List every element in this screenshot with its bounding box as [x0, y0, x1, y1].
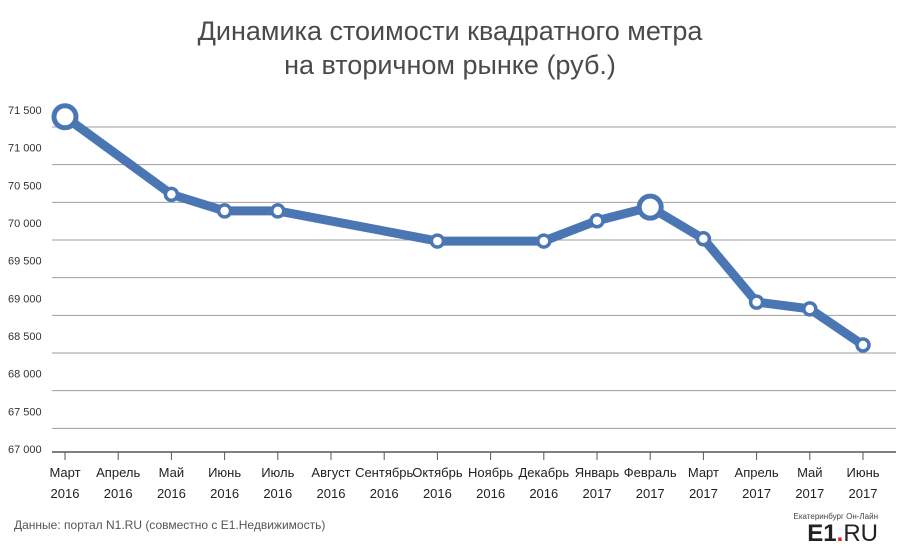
data-point [270, 203, 286, 219]
x-tick-label-month: Октябрь [412, 465, 463, 480]
chart-title-line-1: Динамика стоимости квадратного метра [197, 16, 703, 46]
data-point [748, 294, 765, 310]
data-point [589, 212, 605, 229]
x-tick-label-month: Июнь [846, 465, 879, 480]
x-tick-label-month: Декабрь [518, 465, 569, 480]
y-tick-label: 67 000 [8, 444, 42, 456]
y-tick-label: 68 000 [8, 369, 42, 381]
x-tick-label-year: 2016 [263, 486, 292, 501]
y-tick-label: 69 500 [8, 256, 42, 268]
x-tick-label-month: Февраль [624, 465, 677, 480]
x-tick-label-month: Январь [575, 465, 620, 480]
series-line [60, 112, 868, 350]
y-tick-label: 70 500 [8, 180, 42, 192]
x-tick-label-month: Июнь [208, 465, 241, 480]
x-tick-label-year: 2016 [529, 486, 558, 501]
x-tick-label-month: Ноябрь [468, 465, 513, 480]
source-note: Данные: портал N1.RU (совместно с E1.Нед… [14, 518, 326, 532]
data-point-highlight [636, 193, 664, 221]
chart-title: Динамика стоимости квадратного метра на … [0, 14, 900, 82]
x-tick-label-year: 2017 [636, 486, 665, 501]
x-tick-label-year: 2016 [51, 486, 80, 501]
x-tick-label-year: 2017 [583, 486, 612, 501]
x-tick-label-year: 2017 [849, 486, 878, 501]
y-tick-label: 71 500 [8, 105, 42, 117]
data-point [802, 301, 818, 317]
x-tick-label-year: 2016 [210, 486, 239, 501]
y-tick-label: 70 000 [8, 218, 42, 230]
data-point-highlight [51, 103, 79, 131]
data-point [695, 231, 712, 247]
x-tick-label-month: Апрель [735, 465, 779, 480]
x-tick-label-year: 2016 [157, 486, 186, 501]
x-tick-label-month: Март [688, 465, 719, 480]
data-point [216, 203, 233, 219]
data-point [163, 186, 180, 203]
x-tick-label-month: Апрель [96, 465, 140, 480]
x-tick-label-month: Август [311, 465, 350, 480]
x-tick-label-year: 2016 [423, 486, 452, 501]
data-point [855, 337, 871, 353]
chart-title-line-2: на вторичном рынке (руб.) [284, 50, 616, 80]
x-tick-label-month: Май [159, 465, 184, 480]
x-tick-label-year: 2016 [476, 486, 505, 501]
logo-tagline: Екатеринбург Он-Лайн [793, 512, 878, 521]
y-tick-label: 71 000 [8, 143, 42, 155]
x-tick-label-year: 2016 [317, 486, 346, 501]
x-tick-label-month: Июль [261, 465, 294, 480]
logo-wordmark: E1.RU [807, 520, 878, 548]
y-tick-label: 67 500 [8, 406, 42, 418]
x-tick-label-year: 2016 [370, 486, 399, 501]
x-tick-label-year: 2016 [104, 486, 133, 501]
data-point [536, 233, 552, 249]
data-point [429, 233, 446, 249]
x-tick-label-month: Май [797, 465, 822, 480]
logo-brand: E1 [807, 520, 837, 547]
y-tick-label: 68 500 [8, 331, 42, 343]
x-tick-label-year: 2017 [795, 486, 824, 501]
logo-suffix: RU [843, 520, 878, 547]
logo-dot: . [836, 520, 844, 547]
e1-logo: Екатеринбург Он-Лайн E1.RU [758, 512, 878, 548]
x-tick-label-year: 2017 [689, 486, 718, 501]
x-tick-label-month: Март [49, 465, 80, 480]
x-tick-label-month: Сентябрь [355, 465, 413, 480]
y-tick-label: 69 000 [8, 293, 42, 305]
x-tick-label-year: 2017 [742, 486, 771, 501]
